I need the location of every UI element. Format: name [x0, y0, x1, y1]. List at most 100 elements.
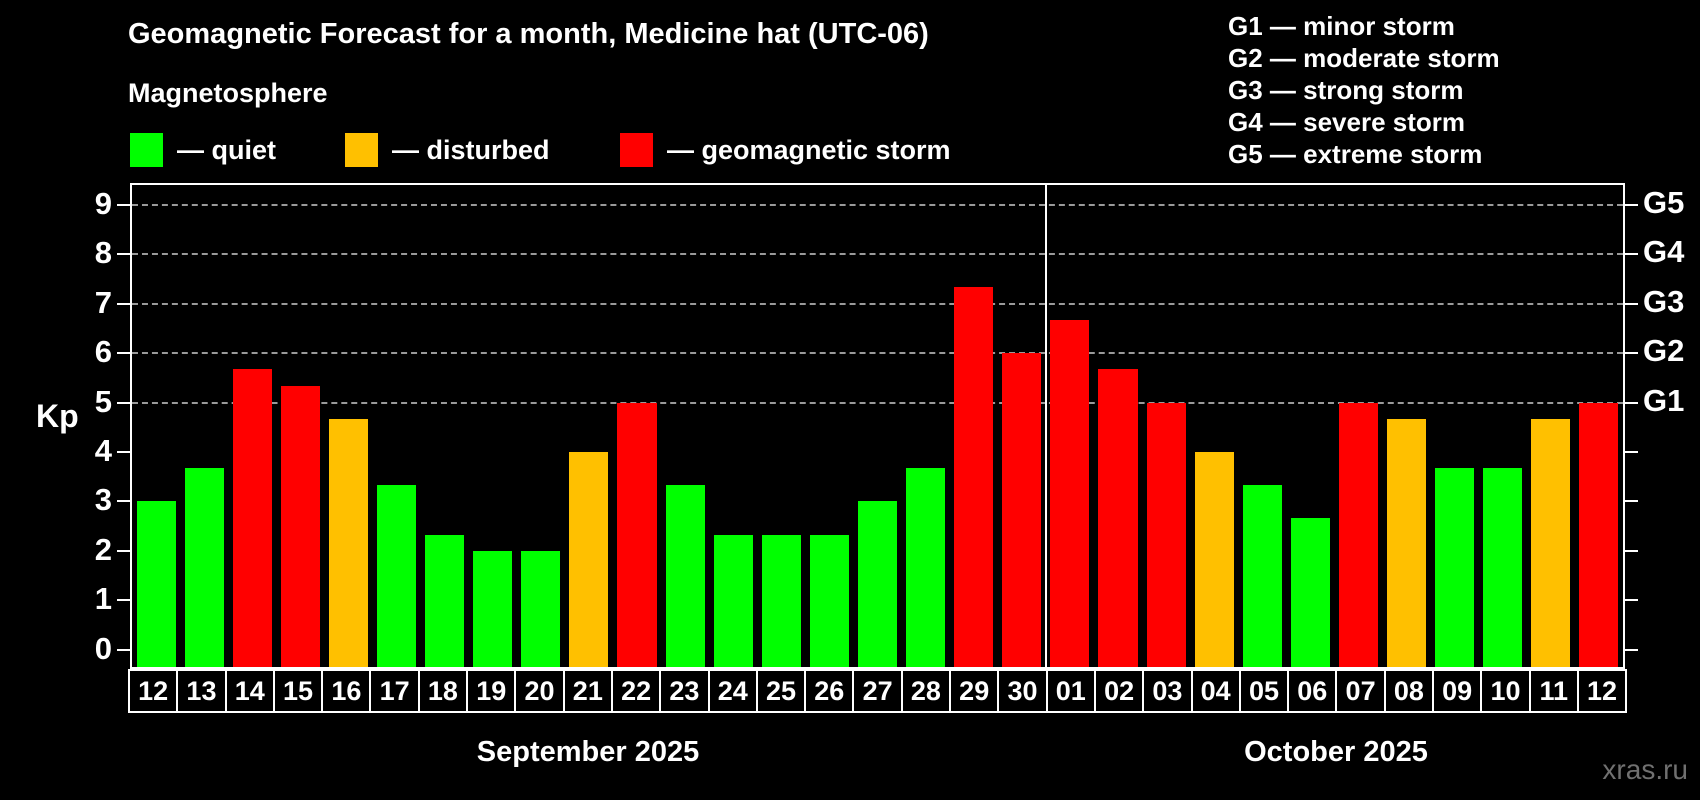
day-label-12: 12 [1576, 669, 1628, 713]
kp-bar-day-12 [136, 501, 176, 667]
kp-bar-day-16 [328, 418, 368, 667]
day-label-25: 25 [755, 669, 807, 713]
kp-bar-day-01 [1050, 319, 1090, 667]
gridline-kp8 [132, 253, 1623, 256]
kp-bar-day-23 [665, 485, 705, 667]
g5-legend-line: G5 — extreme storm [1228, 139, 1483, 169]
right-tick-3 [1625, 500, 1638, 503]
magnetosphere-label: Magnetosphere [128, 78, 328, 108]
day-label-19: 19 [466, 669, 517, 713]
kp-bar-day-19 [473, 550, 513, 667]
right-tick-5 [1625, 401, 1638, 404]
watermark: xras.ru [1602, 754, 1688, 785]
legend-item-storm: — geomagnetic storm [620, 133, 951, 167]
quiet-color-swatch [130, 133, 163, 167]
right-tick-8 [1625, 253, 1638, 256]
day-label-06: 06 [1287, 669, 1338, 713]
day-label-23: 23 [659, 669, 710, 713]
gridline-kp5 [132, 401, 1623, 404]
right-tick-0 [1625, 648, 1638, 651]
y-tick-label-1: 1 [94, 581, 112, 617]
right-tick-2 [1625, 549, 1638, 552]
day-label-05: 05 [1238, 669, 1290, 713]
g1-legend-line: G1 — minor storm [1228, 11, 1455, 41]
kp-bar-day-06 [1290, 517, 1330, 667]
day-label-29: 29 [949, 669, 1000, 713]
day-label-01: 01 [1045, 669, 1096, 713]
y-tick-label-3: 3 [94, 482, 112, 518]
day-label-02: 02 [1093, 669, 1145, 713]
day-label-22: 22 [610, 669, 662, 713]
kp-bar-day-03 [1146, 402, 1186, 667]
day-label-16: 16 [321, 669, 372, 713]
legend-item-quiet: — quiet [130, 133, 276, 167]
g-level-label-G5: G5 [1643, 184, 1685, 220]
g2-legend-line: G2 — moderate storm [1228, 43, 1500, 73]
kp-bar-day-20 [521, 550, 561, 667]
day-label-15: 15 [272, 669, 324, 713]
day-label-13: 13 [176, 669, 227, 713]
legend-label-disturbed: — disturbed [392, 134, 550, 165]
month-separator [1044, 185, 1047, 667]
day-label-08: 08 [1383, 669, 1435, 713]
legend-label-storm: — geomagnetic storm [667, 134, 951, 165]
day-label-21: 21 [562, 669, 613, 713]
right-tick-6 [1625, 352, 1638, 355]
month-label-september: September 2025 [476, 736, 700, 768]
left-tick-0 [117, 648, 130, 651]
day-label-09: 09 [1432, 669, 1483, 713]
right-tick-1 [1625, 599, 1638, 602]
left-tick-8 [117, 253, 130, 256]
g-scale-legend: G1 — minor storm G2 — moderate storm G3 … [1228, 10, 1500, 170]
y-tick-label-6: 6 [94, 334, 112, 370]
left-tick-1 [117, 599, 130, 602]
chart-title: Geomagnetic Forecast for a month, Medici… [128, 18, 929, 50]
day-label-12: 12 [128, 669, 179, 713]
gridline-kp9 [132, 203, 1623, 206]
left-tick-7 [117, 302, 130, 305]
left-tick-2 [117, 549, 130, 552]
kp-bar-day-10 [1483, 468, 1523, 667]
day-label-20: 20 [514, 669, 565, 713]
month-label-october: October 2025 [1244, 736, 1428, 768]
kp-bar-day-25 [761, 534, 801, 667]
kp-bar-day-04 [1194, 451, 1234, 667]
kp-bar-day-18 [425, 534, 465, 667]
y-axis-title: Kp [36, 398, 79, 434]
day-label-07: 07 [1335, 669, 1386, 713]
day-label-11: 11 [1528, 669, 1579, 713]
plot-area [130, 183, 1625, 669]
kp-bar-day-27 [857, 501, 898, 667]
left-tick-9 [117, 203, 130, 206]
legend-label-quiet: — quiet [177, 134, 276, 165]
g3-legend-line: G3 — strong storm [1228, 75, 1464, 105]
g-level-label-G4: G4 [1643, 234, 1685, 270]
left-tick-3 [117, 500, 130, 503]
kp-bar-day-21 [569, 451, 609, 667]
day-label-04: 04 [1190, 669, 1241, 713]
day-axis: 12 13 14 15 16 17 18 19 20 21 22 23 24 25 26 27 28 29 30 01… [128, 669, 1628, 713]
right-tick-9 [1625, 203, 1638, 206]
day-label-03: 03 [1142, 669, 1193, 713]
day-label-18: 18 [417, 669, 469, 713]
right-tick-4 [1625, 450, 1638, 453]
kp-bar-day-29 [954, 287, 994, 667]
kp-bar-day-15 [280, 386, 320, 667]
kp-bar-day-24 [713, 534, 753, 667]
day-label-10: 10 [1480, 669, 1531, 713]
y-tick-label-8: 8 [94, 235, 112, 271]
g-level-label-G2: G2 [1643, 333, 1685, 369]
kp-bar-day-12 [1579, 402, 1619, 667]
y-tick-label-7: 7 [94, 284, 112, 320]
y-tick-label-0: 0 [94, 630, 112, 666]
day-label-14: 14 [224, 669, 275, 713]
storm-color-swatch [620, 133, 653, 167]
y-tick-label-9: 9 [94, 185, 112, 221]
kp-bar-day-22 [617, 402, 657, 667]
kp-bar-day-30 [1002, 353, 1042, 667]
kp-bar-day-02 [1098, 369, 1138, 667]
g-level-label-G1: G1 [1643, 382, 1685, 418]
kp-bar-day-07 [1338, 402, 1378, 667]
kp-bar-day-28 [906, 468, 946, 667]
